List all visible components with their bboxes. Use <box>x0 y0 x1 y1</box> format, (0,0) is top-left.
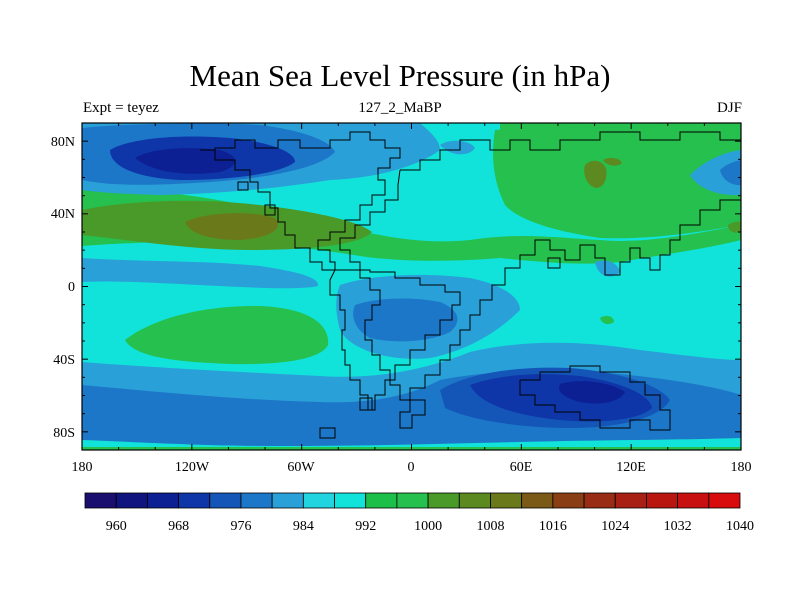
colorbar <box>84 492 741 509</box>
colorbar-label: 992 <box>355 519 376 534</box>
colorbar-label: 1008 <box>476 519 504 534</box>
east-north-low <box>690 150 741 196</box>
colorbar-label: 960 <box>106 519 127 534</box>
colorbar-label: 1024 <box>601 519 629 534</box>
colorbar-label: 1016 <box>539 519 567 534</box>
arctic-low-small <box>440 140 475 155</box>
colorbar-label: 1000 <box>414 519 442 534</box>
colorbar-swatch <box>614 492 647 509</box>
colorbar-swatch <box>146 492 179 509</box>
axis-ticks <box>81 122 742 451</box>
coast-antarctic-peninsula <box>399 399 426 429</box>
colorbar-swatch <box>302 492 335 509</box>
coastlines <box>200 131 741 439</box>
colorbar-swatch <box>490 492 523 509</box>
x-tick-labels: 180 120W 60W 0 60E 120E 180 <box>72 460 752 475</box>
southern-ocean-low-center <box>559 381 625 404</box>
experiment-label: Expt = teyez <box>83 100 159 116</box>
colorbar-swatch <box>427 492 460 509</box>
colorbar-swatch <box>115 492 148 509</box>
siberian-high <box>584 160 607 188</box>
south-pacific-high-lobe <box>600 315 614 325</box>
coast-africa-eurasia <box>339 131 741 401</box>
south-pacific-high <box>125 305 329 365</box>
coast-north-america <box>200 131 401 271</box>
atlantic-high-peak <box>185 213 279 240</box>
y-tick-80s: 80S <box>53 426 75 441</box>
colorbar-swatch <box>396 492 429 509</box>
x-tick-60w: 60W <box>287 460 315 475</box>
colorbar-label: 976 <box>230 519 251 534</box>
colorbar-label: 968 <box>168 519 189 534</box>
coast-small-islands <box>237 181 561 439</box>
siberian-high-small <box>603 157 622 166</box>
colorbar-swatch <box>552 492 585 509</box>
colorbar-swatch <box>583 492 616 509</box>
colorbar-swatch <box>209 492 242 509</box>
colorbar-swatch <box>708 492 741 509</box>
x-tick-180e: 180 <box>731 460 752 475</box>
colorbar-swatch <box>677 492 710 509</box>
colorbar-swatch <box>365 492 398 509</box>
tropical-low-americas-core <box>353 298 458 342</box>
x-tick-60e: 60E <box>510 460 533 475</box>
x-tick-180w: 180 <box>72 460 93 475</box>
colorbar-label: 984 <box>293 519 314 534</box>
colorbar-labels: 960 968 976 984 992 1000 1008 1016 1024 1032 1040 <box>106 519 754 534</box>
y-tick-40s: 40S <box>53 353 75 368</box>
coast-australia <box>519 365 671 431</box>
colorbar-label: 1032 <box>664 519 692 534</box>
x-tick-0: 0 <box>408 460 415 475</box>
x-tick-120e: 120E <box>616 460 646 475</box>
colorbar-label: 1040 <box>726 519 754 534</box>
colorbar-swatch <box>521 492 554 509</box>
colorbar-swatch <box>271 492 304 509</box>
y-tick-0: 0 <box>68 280 75 295</box>
colorbar-swatch <box>240 492 273 509</box>
y-tick-40n: 40N <box>51 207 75 222</box>
map-title: Mean Sea Level Pressure (in hPa) <box>189 58 611 93</box>
x-tick-120w: 120W <box>175 460 210 475</box>
colorbar-swatch <box>334 492 367 509</box>
tropical-low-west <box>82 258 319 289</box>
season-label: DJF <box>716 100 742 116</box>
asia-high <box>493 127 741 239</box>
pressure-field <box>82 123 741 450</box>
colorbar-swatch <box>84 492 117 509</box>
colorbar-swatch <box>646 492 679 509</box>
east-north-low-core <box>720 160 741 186</box>
y-tick-80n: 80N <box>51 135 75 150</box>
colorbar-swatch <box>458 492 491 509</box>
y-tick-labels: 80N 40N 0 40S 80S <box>51 135 75 441</box>
time-label: 127_2_MaBP <box>358 100 442 116</box>
north-pacific-low-core <box>135 148 235 174</box>
colorbar-swatch <box>178 492 211 509</box>
tropical-low-indo <box>595 260 620 277</box>
east-edge-high <box>728 221 741 233</box>
